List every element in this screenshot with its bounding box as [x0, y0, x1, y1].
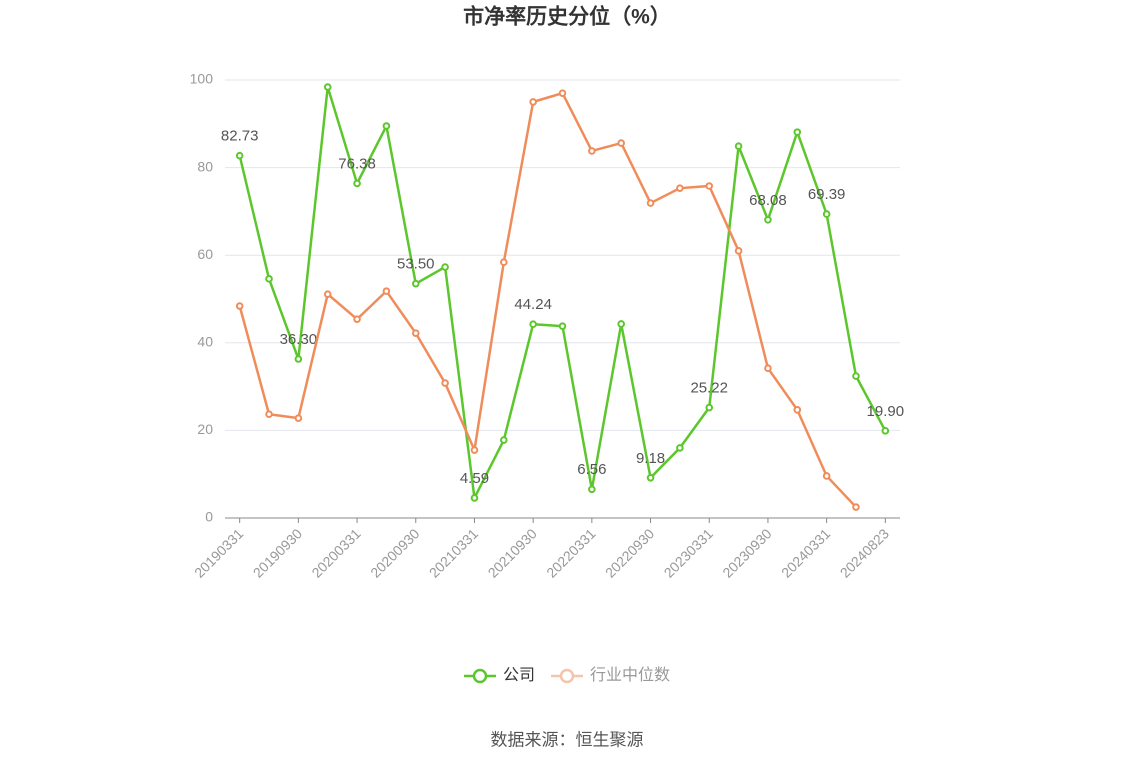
data-point: [558, 89, 567, 97]
data-point: [323, 290, 332, 298]
data-point: [265, 410, 273, 418]
legend-label: 公司: [503, 667, 535, 684]
data-point: [705, 182, 714, 190]
data-point: [734, 247, 743, 255]
x-tick-label: 20190331: [191, 525, 247, 581]
y-tick-label: 80: [197, 158, 213, 174]
data-point: [793, 128, 802, 136]
series-line: [238, 91, 857, 508]
data-point: [822, 472, 831, 480]
y-tick-label: 100: [190, 71, 214, 87]
data-point: [411, 279, 420, 288]
data-label: 68.08: [749, 192, 787, 209]
data-point: [646, 199, 655, 207]
legend-marker: [559, 668, 575, 684]
series-line: [238, 86, 887, 503]
data-label: 82.73: [221, 128, 259, 145]
data-point: [881, 427, 890, 435]
data-point: [588, 147, 596, 155]
data-point: [382, 287, 391, 295]
data-point: [588, 485, 596, 494]
data-point: [235, 151, 244, 160]
data-label: 53.50: [397, 256, 435, 273]
data-point: [617, 139, 625, 147]
y-tick-label: 60: [197, 246, 213, 262]
data-label: 69.39: [808, 186, 846, 203]
data-point: [558, 322, 567, 330]
data-label: 76.38: [338, 155, 376, 172]
data-point: [235, 302, 244, 310]
data-point: [500, 436, 508, 444]
x-tick-label: 20220930: [602, 525, 658, 581]
data-label: 19.90: [867, 403, 905, 420]
data-label: 36.30: [280, 331, 318, 348]
data-point: [705, 403, 714, 412]
data-point: [676, 444, 684, 452]
data-label: 44.24: [514, 296, 552, 313]
data-point: [764, 364, 772, 373]
data-point: [353, 315, 361, 323]
data-point: [676, 184, 684, 192]
data-label: 4.59: [460, 470, 489, 487]
data-point: [852, 503, 860, 511]
y-tick-label: 0: [205, 509, 213, 525]
x-tick-label: 20200930: [367, 525, 423, 581]
x-tick-label: 20230331: [661, 525, 717, 581]
data-point: [294, 355, 303, 363]
data-point: [764, 216, 772, 224]
data-point: [793, 406, 802, 414]
x-tick-label: 20240823: [837, 525, 893, 581]
legend-label: 行业中位数: [590, 666, 670, 684]
x-tick-label: 20210930: [485, 525, 541, 581]
data-point: [617, 320, 625, 328]
data-point: [500, 258, 508, 267]
data-point: [294, 414, 303, 422]
y-tick-label: 20: [197, 421, 213, 437]
x-tick-label: 20220331: [543, 525, 599, 581]
data-label: 6.56: [577, 461, 606, 478]
x-tick-label: 20230930: [719, 525, 775, 581]
data-point: [734, 142, 743, 150]
x-tick-label: 20190930: [250, 525, 306, 581]
data-point: [529, 320, 537, 329]
data-point: [470, 446, 479, 454]
data-point: [441, 379, 449, 387]
data-point: [411, 329, 420, 337]
data-point: [470, 494, 479, 502]
source: 数据来源：恒生聚源: [491, 730, 644, 749]
chart-title: 市净率历史分位（%）: [463, 5, 671, 29]
data-point: [265, 275, 273, 283]
x-tick-label: 20200331: [308, 525, 364, 581]
data-point: [382, 122, 391, 130]
data-label: 25.22: [690, 380, 728, 397]
data-point: [852, 372, 860, 380]
data-point: [323, 83, 332, 91]
data-point: [646, 473, 655, 482]
data-point: [441, 263, 449, 271]
data-point: [822, 210, 831, 218]
data-point: [529, 98, 537, 106]
x-tick-label: 20240331: [778, 525, 834, 581]
x-tick-label: 20210331: [426, 525, 482, 581]
y-tick-label: 40: [197, 334, 213, 350]
data-point: [353, 179, 361, 188]
data-label: 9.18: [636, 450, 665, 467]
legend-marker: [472, 668, 488, 684]
